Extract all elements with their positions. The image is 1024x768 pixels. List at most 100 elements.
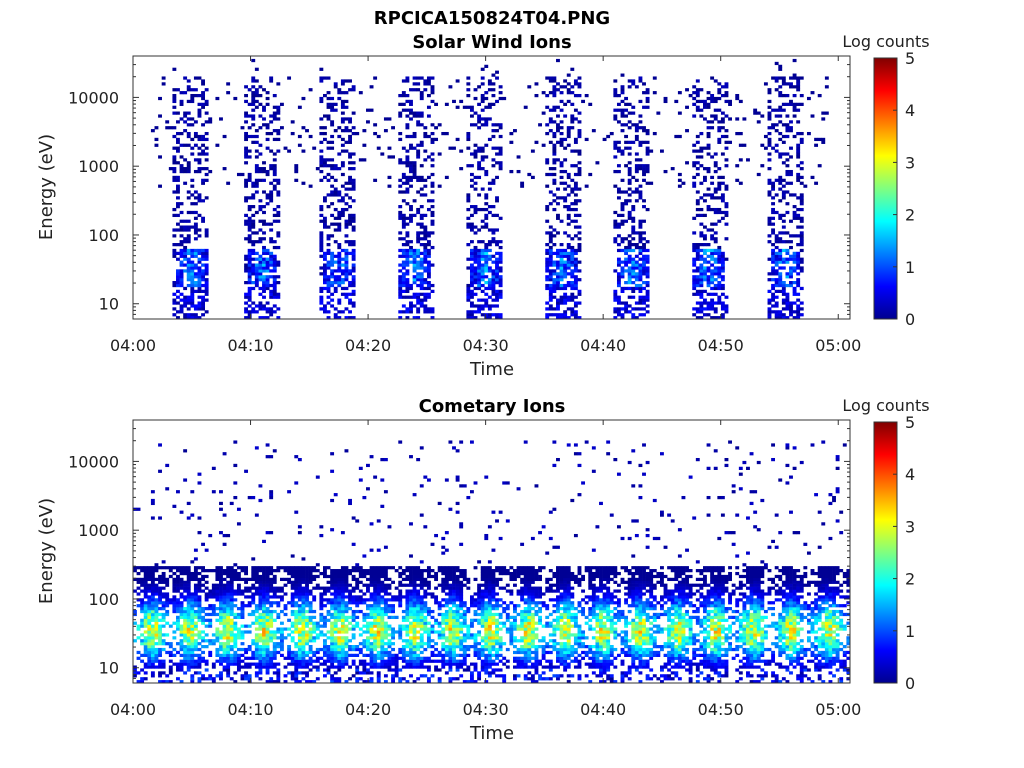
heatmap-cell bbox=[143, 650, 148, 655]
heatmap-cell bbox=[197, 472, 202, 476]
heatmap-cell bbox=[620, 99, 625, 104]
heatmap-cell bbox=[179, 234, 184, 238]
heatmap-cell bbox=[276, 137, 281, 142]
heatmap-cell bbox=[387, 117, 392, 121]
heatmap-cell bbox=[699, 281, 704, 285]
heatmap-cell bbox=[133, 569, 137, 573]
heatmap-cell bbox=[333, 569, 338, 573]
heatmap-cell bbox=[423, 298, 428, 302]
heatmap-cell bbox=[276, 193, 281, 197]
heatmap-cell bbox=[491, 260, 496, 264]
heatmap-cell bbox=[695, 155, 700, 159]
solar-wind-title: Solar Wind Ions bbox=[412, 32, 571, 53]
heatmap-cell bbox=[735, 96, 740, 101]
heatmap-cell bbox=[233, 598, 238, 602]
heatmap-cell bbox=[426, 272, 431, 276]
heatmap-cell bbox=[201, 659, 205, 663]
heatmap-cell bbox=[333, 583, 338, 587]
heatmap-cell bbox=[219, 642, 223, 646]
heatmap-cell bbox=[201, 91, 205, 95]
heatmap-cell bbox=[283, 592, 288, 596]
heatmap-cell bbox=[140, 677, 145, 681]
heatmap-cell bbox=[330, 647, 335, 652]
heatmap-cell bbox=[466, 316, 471, 320]
heatmap-cell bbox=[283, 607, 288, 611]
heatmap-cell bbox=[498, 126, 503, 130]
heatmap-cell bbox=[265, 621, 270, 625]
heatmap-cell bbox=[236, 571, 241, 576]
heatmap-cell bbox=[624, 219, 629, 223]
heatmap-cell bbox=[201, 639, 205, 643]
heatmap-cell bbox=[344, 653, 349, 657]
heatmap-cell bbox=[183, 225, 188, 229]
heatmap-cell bbox=[545, 248, 550, 253]
heatmap-cell bbox=[638, 140, 643, 144]
heatmap-cell bbox=[699, 149, 704, 153]
heatmap-cell bbox=[642, 301, 646, 305]
heatmap-cell bbox=[742, 143, 747, 147]
heatmap-cell bbox=[340, 598, 345, 602]
heatmap-cell bbox=[197, 286, 202, 291]
heatmap-cell bbox=[645, 240, 650, 244]
heatmap-cell bbox=[247, 149, 252, 153]
heatmap-cell bbox=[405, 158, 410, 162]
x-tick-label: 04:10 bbox=[227, 336, 273, 355]
heatmap-cell bbox=[222, 612, 227, 617]
heatmap-cell bbox=[412, 213, 417, 218]
heatmap-cell bbox=[559, 260, 564, 264]
heatmap-cell bbox=[573, 234, 578, 238]
heatmap-cell bbox=[703, 225, 707, 229]
heatmap-cell bbox=[419, 216, 424, 220]
heatmap-cell bbox=[251, 58, 256, 63]
heatmap-cell bbox=[161, 624, 166, 628]
heatmap-cell bbox=[548, 120, 553, 124]
heatmap-cell bbox=[789, 283, 793, 288]
heatmap-cell bbox=[168, 566, 173, 570]
heatmap-cell bbox=[563, 79, 568, 83]
heatmap-cell bbox=[301, 592, 306, 596]
heatmap-cell bbox=[638, 313, 643, 317]
heatmap-cell bbox=[258, 263, 263, 267]
heatmap-cell bbox=[337, 254, 342, 258]
heatmap-cell bbox=[201, 278, 205, 282]
heatmap-cell bbox=[283, 146, 288, 150]
heatmap-cell bbox=[556, 114, 560, 118]
heatmap-cell bbox=[262, 190, 266, 194]
heatmap-cell bbox=[333, 577, 338, 582]
heatmap-cell bbox=[477, 269, 482, 273]
heatmap-cell bbox=[548, 76, 553, 80]
heatmap-cell bbox=[534, 82, 539, 86]
heatmap-cell bbox=[645, 131, 650, 136]
heatmap-cell bbox=[172, 598, 177, 602]
heatmap-cell bbox=[781, 193, 786, 197]
heatmap-cell bbox=[774, 272, 779, 276]
heatmap-cell bbox=[340, 577, 345, 582]
heatmap-cell bbox=[552, 172, 557, 177]
heatmap-cell bbox=[645, 292, 650, 296]
heatmap-cell bbox=[796, 225, 801, 229]
heatmap-cell bbox=[251, 286, 256, 291]
heatmap-cell bbox=[398, 114, 403, 118]
heatmap-cell bbox=[480, 225, 485, 229]
heatmap-cell bbox=[297, 607, 302, 611]
heatmap-cell bbox=[577, 111, 582, 115]
heatmap-cell bbox=[254, 645, 259, 649]
heatmap-cell bbox=[333, 636, 338, 640]
heatmap-cell bbox=[781, 178, 786, 182]
heatmap-cell bbox=[781, 240, 786, 244]
heatmap-cell bbox=[466, 137, 471, 142]
heatmap-cell bbox=[631, 79, 636, 83]
heatmap-cell bbox=[276, 586, 281, 590]
heatmap-cell bbox=[158, 586, 162, 590]
heatmap-cell bbox=[778, 137, 783, 142]
heatmap-cell bbox=[258, 152, 263, 156]
heatmap-cell bbox=[771, 126, 776, 130]
heatmap-cell bbox=[290, 659, 295, 663]
heatmap-cell bbox=[491, 158, 496, 162]
heatmap-cell bbox=[351, 301, 356, 305]
heatmap-cell bbox=[728, 102, 732, 106]
heatmap-cell bbox=[541, 91, 546, 95]
heatmap-cell bbox=[695, 310, 700, 314]
heatmap-cell bbox=[222, 604, 227, 608]
heatmap-cell bbox=[265, 583, 270, 587]
